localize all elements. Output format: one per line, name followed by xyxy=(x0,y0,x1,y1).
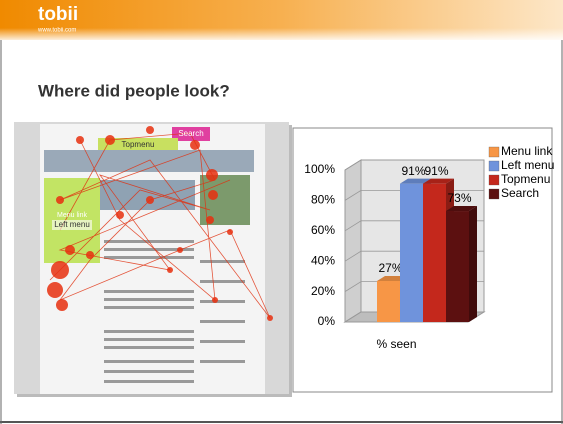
y-tick-label: 0% xyxy=(318,314,336,328)
value-label: 91% xyxy=(401,164,425,178)
bar xyxy=(446,211,469,322)
image-strip xyxy=(100,180,195,210)
heat-search xyxy=(172,127,210,141)
legend-label: Search xyxy=(501,186,539,200)
heatmap-label: Left menu xyxy=(54,220,90,229)
bar-side xyxy=(469,206,477,322)
y-tick-label: 20% xyxy=(311,284,335,298)
banner xyxy=(44,150,254,172)
heatmap-label: Topmenu xyxy=(122,140,155,149)
side-wall xyxy=(344,159,362,323)
logo-url: www.tobii.com xyxy=(37,28,76,34)
legend-label: Left menu xyxy=(501,158,554,172)
legend-label: Topmenu xyxy=(501,172,550,186)
value-label: 73% xyxy=(447,191,471,205)
header-fade xyxy=(0,28,563,42)
grid-line xyxy=(344,159,484,171)
x-tick-label: % seen xyxy=(376,337,416,351)
legend-swatch xyxy=(488,146,500,158)
bar-top xyxy=(400,178,431,184)
bar xyxy=(400,183,423,322)
chart: 0% 20% 40% 60% 80% 100% 27% Menu link 91% Left me… xyxy=(304,144,554,351)
slide-title: Where did people look? xyxy=(38,81,230,100)
heatmap-label: Search xyxy=(178,129,203,138)
y-tick-label: 80% xyxy=(311,193,335,207)
bar-top xyxy=(423,178,454,184)
legend-label: Menu link xyxy=(501,144,553,158)
fixations xyxy=(47,126,273,321)
bar-top xyxy=(446,206,477,212)
heat-topmenu xyxy=(98,138,178,150)
value-label: 91% xyxy=(424,164,448,178)
bar xyxy=(377,280,400,322)
y-tick-label: 100% xyxy=(304,162,335,176)
legend-swatch xyxy=(488,188,500,200)
label-bg xyxy=(52,220,92,230)
value-label: 27% xyxy=(378,261,402,275)
legend-swatch xyxy=(488,174,500,186)
y-tick-label: 60% xyxy=(311,223,335,237)
heatmap-screenshot: Search Topmenu Menu link Left menu xyxy=(14,122,292,397)
legend-swatch xyxy=(488,160,500,172)
gaze-paths xyxy=(49,132,271,319)
logo: tobii xyxy=(38,4,78,25)
y-tick-label: 40% xyxy=(311,253,335,267)
bar xyxy=(423,183,446,322)
heatmap-label: Menu link xyxy=(57,212,87,219)
